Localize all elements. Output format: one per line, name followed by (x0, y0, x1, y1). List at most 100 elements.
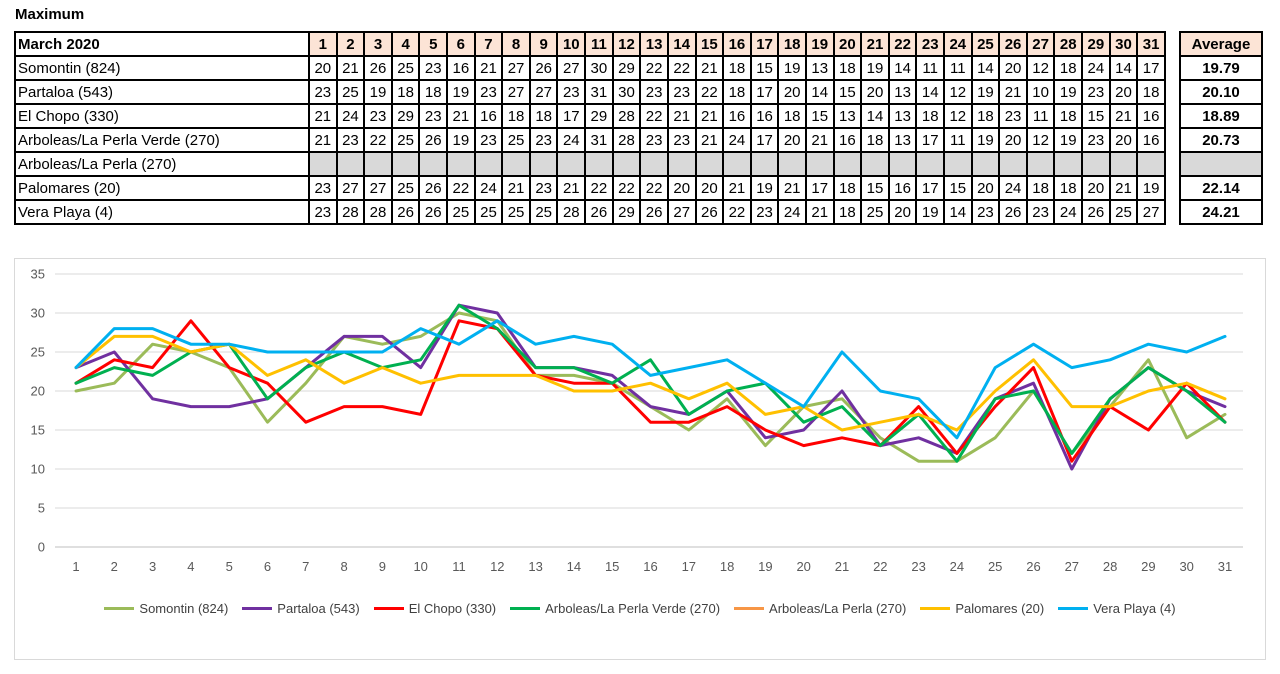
month-header: March 2020 (14, 31, 310, 57)
series-line (74, 319, 1227, 440)
value-cell: 24 (1081, 55, 1111, 81)
value-cell: 22 (639, 55, 669, 81)
value-cell (611, 151, 642, 177)
value-cell: 14 (915, 79, 946, 105)
x-axis-tick-label: 2 (111, 559, 118, 574)
value-cell: 19 (970, 79, 1001, 105)
table-row: Arboleas/La Perla (270) (14, 151, 1166, 177)
value-cell: 15 (749, 55, 780, 81)
legend-item: El Chopo (330) (373, 601, 496, 616)
value-cell: 21 (308, 127, 338, 153)
value-cell: 28 (335, 199, 366, 225)
value-cell: 23 (308, 175, 338, 201)
legend-label: Arboleas/La Perla (270) (769, 601, 907, 616)
value-cell: 22 (666, 55, 697, 81)
x-axis-tick-label: 20 (796, 559, 810, 574)
value-cell: 21 (308, 103, 338, 129)
value-cell: 24 (335, 103, 366, 129)
table-area: March 2020 1 2 3 4 5 6 7 8 9 10 11 12 13 14 15 16 17 18 19… (14, 31, 1263, 225)
x-axis-tick-label: 22 (873, 559, 887, 574)
value-cell: 14 (1108, 55, 1139, 81)
value-cell: 25 (501, 199, 531, 225)
row-label: El Chopo (330) (14, 103, 310, 129)
value-cell: 21 (777, 175, 807, 201)
x-axis-tick-label: 31 (1218, 559, 1232, 574)
value-cell: 20 (1108, 79, 1139, 105)
value-cell: 15 (943, 175, 973, 201)
y-axis-tick-label: 25 (31, 345, 45, 360)
day-header: 13 (639, 31, 669, 57)
value-cell: 15 (1081, 103, 1111, 129)
value-cell: 18 (1053, 103, 1084, 129)
value-cell: 19 (749, 175, 780, 201)
y-axis-tick-label: 5 (38, 501, 45, 516)
value-cell (446, 151, 476, 177)
value-cell: 19 (446, 79, 476, 105)
day-header: 7 (473, 31, 504, 57)
value-cell: 21 (556, 175, 587, 201)
day-header: 3 (363, 31, 393, 57)
value-cell: 21 (722, 175, 752, 201)
value-cell: 20 (777, 127, 807, 153)
value-cell: 23 (1025, 199, 1056, 225)
value-cell: 23 (1081, 127, 1111, 153)
x-axis-tick-label: 27 (1065, 559, 1079, 574)
y-axis-tick-label: 10 (31, 462, 45, 477)
average-cell: 18.89 (1179, 103, 1263, 129)
value-cell: 31 (584, 127, 614, 153)
value-cell: 22 (363, 127, 393, 153)
average-cell: 20.10 (1179, 79, 1263, 105)
legend-swatch (734, 606, 765, 611)
value-cell: 25 (473, 199, 504, 225)
value-cell: 17 (1136, 55, 1166, 81)
value-cell: 28 (611, 127, 642, 153)
value-cell (528, 151, 559, 177)
day-header: 27 (1025, 31, 1056, 57)
average-row: 24.21 (1179, 199, 1263, 225)
value-cell: 19 (970, 127, 1001, 153)
value-cell (887, 151, 918, 177)
value-cell: 31 (584, 79, 614, 105)
legend-swatch (373, 606, 404, 611)
row-label: Arboleas/La Perla Verde (270) (14, 127, 310, 153)
value-cell: 25 (390, 55, 421, 81)
value-cell: 23 (639, 127, 669, 153)
x-axis-tick-label: 7 (302, 559, 309, 574)
value-cell: 18 (860, 127, 890, 153)
x-axis-tick-label: 11 (452, 559, 466, 574)
value-cell: 22 (639, 175, 669, 201)
value-cell: 25 (528, 199, 559, 225)
value-cell: 24 (1053, 199, 1084, 225)
value-cell: 20 (308, 55, 338, 81)
value-cell: 20 (777, 79, 807, 105)
x-axis-tick-label: 9 (379, 559, 386, 574)
day-header: 18 (777, 31, 807, 57)
legend-swatch (104, 606, 135, 611)
value-cell: 24 (473, 175, 504, 201)
value-cell: 13 (832, 103, 863, 129)
value-cell: 18 (1136, 79, 1166, 105)
value-cell (639, 151, 669, 177)
x-axis-tick-label: 28 (1103, 559, 1117, 574)
value-cell: 18 (915, 103, 946, 129)
day-header: 5 (418, 31, 449, 57)
value-cell: 15 (804, 103, 835, 129)
x-axis-tick-label: 13 (528, 559, 542, 574)
x-axis-tick-label: 30 (1179, 559, 1193, 574)
table-row: Somontin (824) 20 21 26 25 23 16 21 27 26 27 30 29 22… (14, 55, 1166, 81)
day-header: 22 (887, 31, 918, 57)
value-cell: 23 (308, 79, 338, 105)
value-cell: 27 (1136, 199, 1166, 225)
x-axis-tick-label: 19 (758, 559, 772, 574)
legend-label: Arboleas/La Perla Verde (270) (545, 601, 721, 616)
value-cell: 25 (390, 127, 421, 153)
series-line (74, 303, 1227, 463)
value-cell: 17 (804, 175, 835, 201)
value-cell: 23 (1081, 79, 1111, 105)
value-cell: 14 (943, 199, 973, 225)
value-cell: 29 (611, 199, 642, 225)
page-title: Maximum (15, 6, 85, 23)
value-cell: 16 (1136, 103, 1166, 129)
value-cell: 19 (1053, 127, 1084, 153)
value-cell: 20 (970, 175, 1001, 201)
